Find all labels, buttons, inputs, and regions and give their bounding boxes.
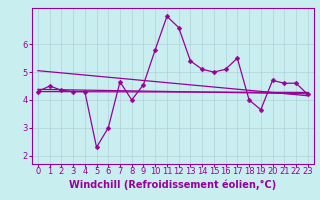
X-axis label: Windchill (Refroidissement éolien,°C): Windchill (Refroidissement éolien,°C)	[69, 179, 276, 190]
